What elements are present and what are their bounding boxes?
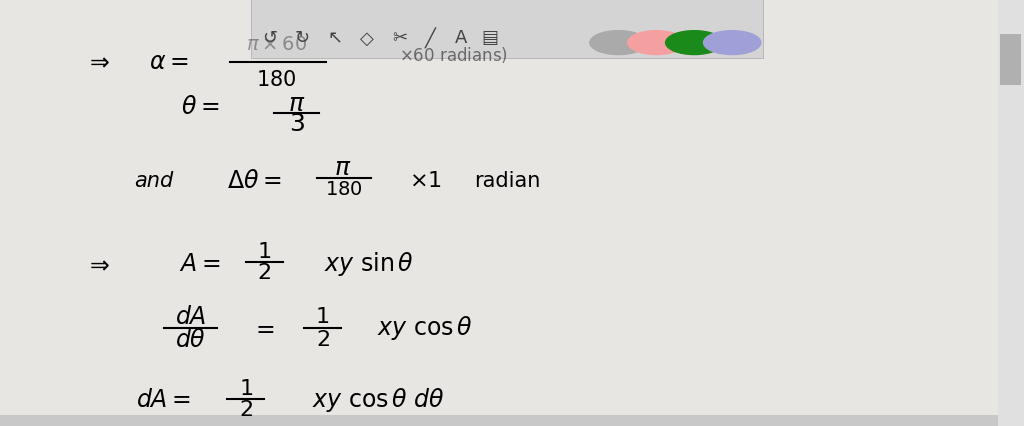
Bar xyxy=(998,0,1024,426)
Text: $xy\ \sin\theta$: $xy\ \sin\theta$ xyxy=(324,250,414,278)
Text: $\alpha =$: $\alpha =$ xyxy=(150,50,188,74)
Text: $2$: $2$ xyxy=(315,330,330,349)
Circle shape xyxy=(703,31,761,55)
Text: radian: radian xyxy=(474,171,540,191)
Text: ↻: ↻ xyxy=(295,29,309,47)
Text: $\times 1$: $\times 1$ xyxy=(409,171,441,191)
Bar xyxy=(251,0,763,58)
Text: $1$: $1$ xyxy=(239,379,253,398)
Text: $2$: $2$ xyxy=(239,400,253,420)
Text: and: and xyxy=(134,171,173,191)
Text: $\theta =$: $\theta =$ xyxy=(180,95,219,118)
Text: $1$: $1$ xyxy=(257,242,271,262)
Text: $\Delta\theta =$: $\Delta\theta =$ xyxy=(226,169,282,193)
Text: $3$: $3$ xyxy=(289,112,305,135)
Text: $\Rightarrow$: $\Rightarrow$ xyxy=(85,50,110,74)
Text: $d\theta$: $d\theta$ xyxy=(175,328,206,351)
Text: $180$: $180$ xyxy=(256,70,297,89)
Text: $dA$: $dA$ xyxy=(175,305,206,329)
Text: ✂: ✂ xyxy=(392,29,407,47)
Text: $=$: $=$ xyxy=(251,317,275,340)
Text: ↖: ↖ xyxy=(328,29,342,47)
Circle shape xyxy=(666,31,723,55)
Text: ▤: ▤ xyxy=(481,29,498,47)
Text: $2$: $2$ xyxy=(257,264,271,283)
Text: $A =$: $A =$ xyxy=(179,252,220,276)
Text: $180$: $180$ xyxy=(326,180,362,199)
Bar xyxy=(0,415,998,426)
Text: $xy\ \cos\theta$: $xy\ \cos\theta$ xyxy=(377,314,473,343)
Text: $\Rightarrow$: $\Rightarrow$ xyxy=(85,252,110,276)
Text: $\pi$: $\pi$ xyxy=(335,156,351,180)
Text: $1$: $1$ xyxy=(315,308,330,327)
Text: A: A xyxy=(455,29,467,47)
Circle shape xyxy=(628,31,685,55)
Text: $xy\ \cos\theta\ d\theta$: $xy\ \cos\theta\ d\theta$ xyxy=(312,386,445,414)
Text: $\times 60$ radians): $\times 60$ radians) xyxy=(399,46,508,65)
Text: ╱: ╱ xyxy=(425,28,435,49)
Text: $\pi$: $\pi$ xyxy=(289,92,305,116)
Text: $\pi \times 60$: $\pi \times 60$ xyxy=(246,35,307,54)
Circle shape xyxy=(590,31,647,55)
Text: ◇: ◇ xyxy=(359,29,374,47)
Text: $dA =$: $dA =$ xyxy=(136,389,191,412)
Text: ↺: ↺ xyxy=(262,29,276,47)
Bar xyxy=(1000,34,1021,85)
